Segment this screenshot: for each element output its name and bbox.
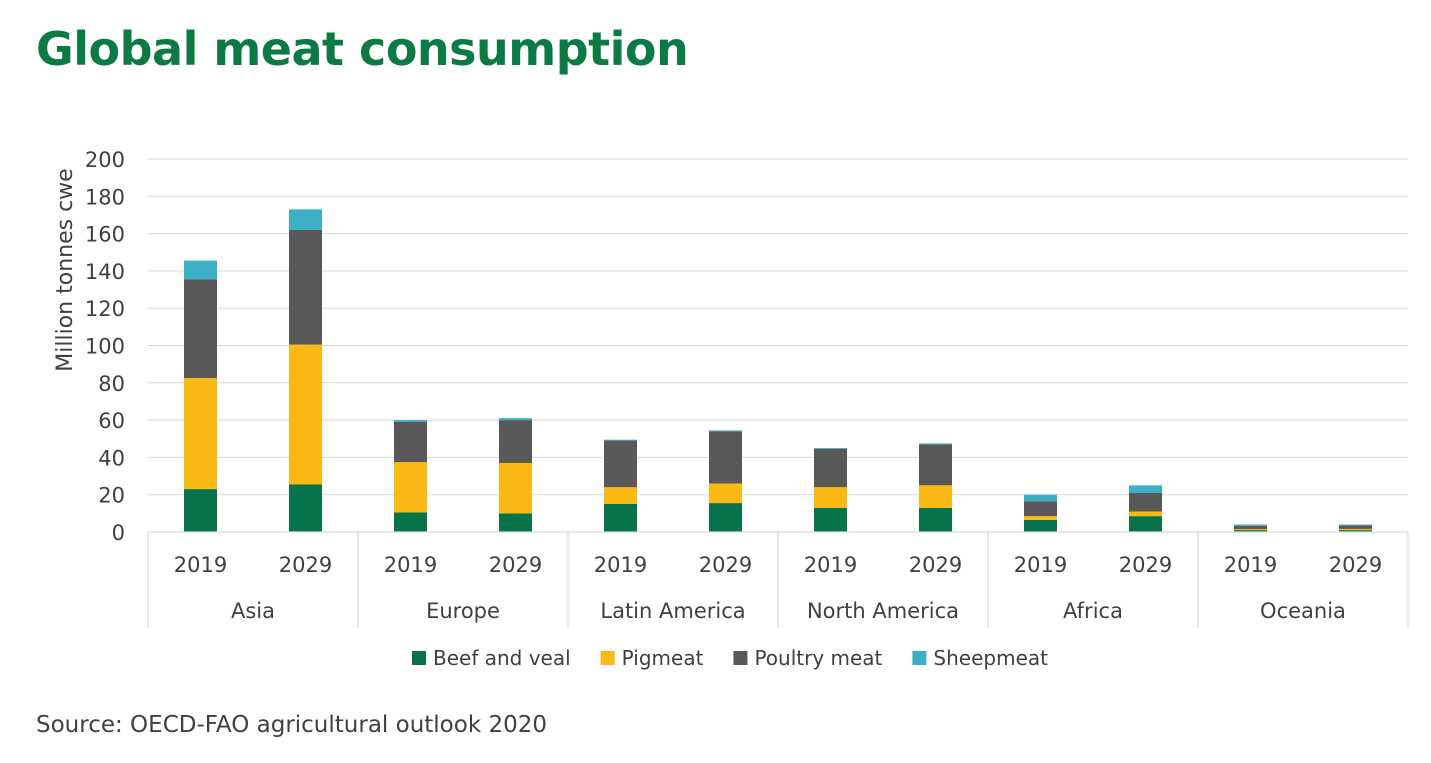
x-group-label: North America	[807, 599, 959, 623]
bar-segment-poultry	[184, 279, 217, 379]
bar-segment-sheep	[709, 430, 742, 432]
legend-swatch-poultry	[733, 651, 748, 665]
x-group-label: Latin America	[600, 599, 745, 623]
y-axis-label: Million tonnes cwe	[53, 168, 78, 371]
bar-segment-beef	[394, 512, 427, 532]
legend-item-poultry: Poultry meat	[733, 646, 883, 670]
legend-label: Poultry meat	[754, 646, 882, 670]
bar-segment-pig	[184, 378, 217, 490]
x-group-label: Asia	[231, 599, 275, 623]
bar-segment-pig	[814, 487, 847, 508]
bar-segment-sheep	[289, 209, 322, 230]
x-tick-label-year: 2019	[1014, 553, 1067, 577]
bar-segment-sheep	[1339, 524, 1372, 526]
bar-segment-beef	[499, 513, 532, 532]
legend-item-beef: Beef and veal	[412, 646, 571, 670]
bar-segment-pig	[499, 463, 532, 514]
legend-item-sheep: Sheepmeat	[912, 646, 1048, 670]
bar-segment-sheep	[919, 443, 952, 445]
bar-segment-sheep	[184, 260, 217, 280]
bar-segment-sheep	[604, 439, 637, 441]
bar-segment-pig	[1024, 516, 1057, 520]
x-tick-label-year: 2029	[909, 553, 962, 577]
bars	[184, 209, 1372, 532]
bar-segment-sheep	[1234, 524, 1267, 526]
y-tick-label: 80	[98, 372, 125, 396]
x-tick-label-year: 2029	[1119, 553, 1172, 577]
x-group-label: Africa	[1063, 599, 1123, 623]
bar-segment-pig	[394, 462, 427, 513]
y-tick-label: 40	[98, 446, 125, 470]
legend-label: Sheepmeat	[933, 646, 1048, 670]
bar-segment-poultry	[1129, 492, 1162, 512]
x-tick-label-year: 2029	[279, 553, 332, 577]
bar-segment-pig	[919, 485, 952, 508]
y-tick-label: 100	[85, 335, 125, 359]
x-group-label: Oceania	[1260, 599, 1346, 623]
source-note: Source: OECD-FAO agricultural outlook 20…	[36, 712, 547, 738]
bar-segment-pig	[1339, 528, 1372, 531]
bar-segment-poultry	[1339, 525, 1372, 529]
bar-segment-sheep	[1129, 485, 1162, 493]
legend: Beef and veal Pigmeat Poultry meat Sheepmea…	[412, 646, 1048, 670]
bar-segment-poultry	[814, 449, 847, 488]
bar-segment-beef	[814, 507, 847, 532]
bar-segment-beef	[709, 503, 742, 532]
bar-segment-pig	[1129, 511, 1162, 517]
y-tick-label: 180	[85, 185, 125, 209]
bar-segment-sheep	[1024, 494, 1057, 502]
legend-label: Beef and veal	[433, 646, 571, 670]
bar-segment-beef	[1129, 516, 1162, 532]
x-tick-label-year: 2029	[489, 553, 542, 577]
legend-label: Pigmeat	[622, 646, 704, 670]
bar-segment-poultry	[1234, 525, 1267, 530]
bar-segment-poultry	[499, 420, 532, 463]
bar-segment-beef	[1339, 530, 1372, 532]
bar-segment-poultry	[394, 422, 427, 463]
bar-segment-pig	[289, 344, 322, 485]
bar-segment-pig	[604, 487, 637, 504]
bar-segment-sheep	[499, 418, 532, 421]
x-tick-label-year: 2019	[384, 553, 437, 577]
x-tick-label-year: 2019	[1224, 553, 1277, 577]
bar-segment-beef	[184, 489, 217, 532]
y-tick-label: 60	[98, 409, 125, 433]
stacked-bar-chart: 0 20 40 60 80 100 120 140 160 180 200 Million tonn…	[53, 148, 1409, 670]
x-group-label: Europe	[426, 599, 500, 623]
bar-segment-poultry	[709, 431, 742, 484]
y-tick-label: 200	[85, 148, 125, 172]
bar-segment-poultry	[919, 444, 952, 486]
bar-segment-beef	[919, 507, 952, 532]
x-axis: 2019 2029 2019 2029 2019 2029 2019 2029 2019 2029…	[147, 531, 1409, 628]
bar-segment-pig	[709, 483, 742, 504]
x-tick-label-year: 2029	[1329, 553, 1382, 577]
y-axis-ticks: 0 20 40 60 80 100 120 140 160 180 200	[85, 148, 125, 545]
y-tick-label: 120	[85, 297, 125, 321]
y-tick-label: 0	[112, 521, 125, 545]
legend-swatch-pig	[600, 651, 615, 665]
legend-swatch-sheep	[912, 651, 927, 665]
y-tick-label: 20	[98, 484, 125, 508]
gridlines	[148, 158, 1408, 496]
y-tick-label: 140	[85, 260, 125, 284]
bar-segment-beef	[1234, 530, 1267, 532]
bar-segment-pig	[1234, 529, 1267, 531]
x-tick-label-year: 2019	[804, 553, 857, 577]
bar-segment-poultry	[1024, 501, 1057, 517]
bar-segment-beef	[289, 484, 322, 532]
x-tick-label-year: 2019	[174, 553, 227, 577]
bar-segment-sheep	[394, 420, 427, 422]
bar-segment-poultry	[604, 440, 637, 488]
bar-segment-sheep	[814, 448, 847, 449]
bar-segment-beef	[604, 504, 637, 532]
bar-segment-beef	[1024, 519, 1057, 532]
x-tick-label-year: 2029	[699, 553, 752, 577]
x-tick-label-year: 2019	[594, 553, 647, 577]
legend-swatch-beef	[412, 651, 426, 665]
legend-item-pig: Pigmeat	[600, 646, 704, 670]
chart-title: Global meat consumption	[36, 22, 689, 76]
y-tick-label: 160	[85, 223, 125, 247]
bar-segment-poultry	[289, 229, 322, 345]
